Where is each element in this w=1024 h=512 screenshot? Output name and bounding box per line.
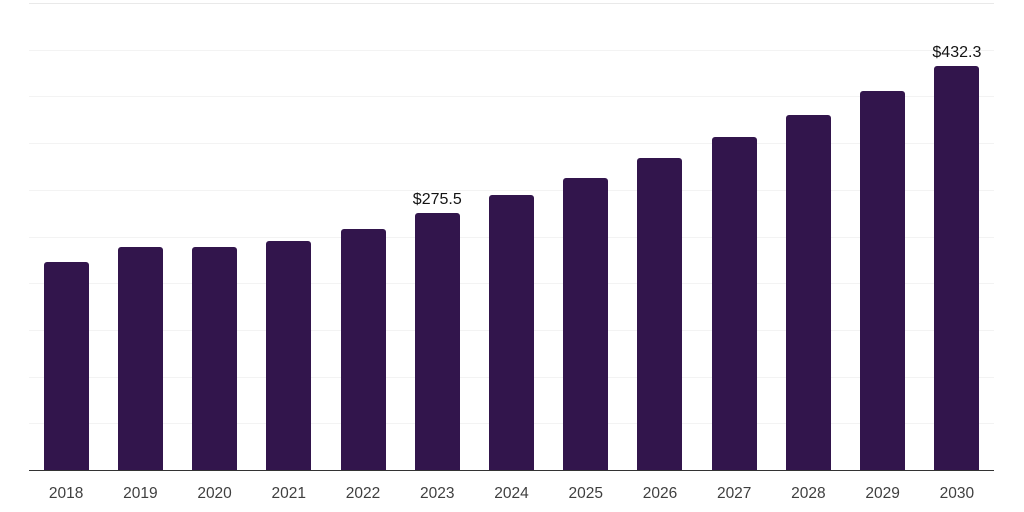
bar-2019 xyxy=(117,247,163,470)
data-label-2030: $432.3 xyxy=(932,44,982,61)
gridline xyxy=(29,3,994,4)
x-axis-line xyxy=(29,470,994,471)
x-axis-label-2026: 2026 xyxy=(642,485,678,502)
gridline xyxy=(29,96,994,98)
x-axis-label-2025: 2025 xyxy=(568,485,603,502)
x-axis-label-2028: 2028 xyxy=(791,485,826,502)
x-axis-label-2018: 2018 xyxy=(48,485,84,502)
bar-2028 xyxy=(785,115,831,470)
bar-2025 xyxy=(563,178,609,470)
x-axis-label-2030: 2030 xyxy=(939,485,975,502)
bar-2024 xyxy=(489,195,534,470)
gridline xyxy=(29,143,994,145)
bar-2023 xyxy=(414,213,460,470)
x-axis-label-2022: 2022 xyxy=(345,485,381,502)
bar-2022 xyxy=(340,229,386,470)
x-axis-label-2029: 2029 xyxy=(865,485,900,502)
gridline xyxy=(29,49,994,51)
bar-2030 xyxy=(934,66,980,470)
x-axis-label-2024: 2024 xyxy=(494,485,529,502)
x-axis-label-2027: 2027 xyxy=(716,485,752,502)
x-axis-label-2019: 2019 xyxy=(123,485,158,502)
bar-2027 xyxy=(711,137,757,470)
bar-2021 xyxy=(266,241,312,470)
x-axis-label-2023: 2023 xyxy=(420,485,455,502)
bar-2029 xyxy=(860,91,906,470)
bar-2026 xyxy=(637,158,683,470)
data-label-2023: $275.5 xyxy=(412,191,462,208)
bar-2018 xyxy=(43,262,89,470)
gridline xyxy=(29,189,994,191)
bar-2020 xyxy=(192,247,238,470)
x-axis-label-2021: 2021 xyxy=(271,485,307,502)
x-axis-label-2020: 2020 xyxy=(197,485,232,502)
